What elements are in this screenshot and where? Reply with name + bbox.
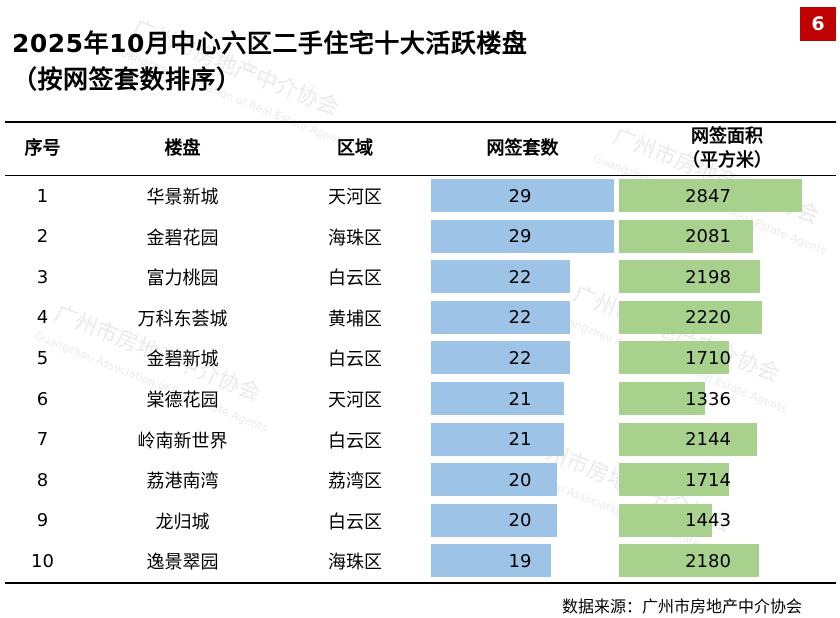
cell-area: 2180 (685, 550, 731, 572)
cell-count: 22 (508, 307, 532, 329)
data-source: 数据来源：广州市房地产中介协会 (561, 597, 802, 616)
cell-area: 2198 (685, 266, 731, 288)
cell-area: 1443 (685, 510, 731, 532)
header-area: 网签面积 （平方米） (618, 124, 836, 174)
cell-rank: 5 (36, 347, 49, 369)
title-line-2: （按网签套数排序） (12, 65, 242, 94)
cell-rank: 8 (36, 469, 49, 491)
cell-district: 白云区 (328, 349, 382, 371)
area-bar (619, 260, 761, 294)
table-header-rule (5, 175, 836, 176)
cell-name: 富力桃园 (146, 268, 219, 290)
cell-rank: 1 (36, 185, 49, 207)
area-bar (619, 503, 712, 537)
cell-district: 白云区 (328, 430, 382, 452)
cell-count: 22 (508, 347, 532, 369)
cell-count: 29 (508, 226, 532, 248)
cell-district: 海珠区 (328, 552, 382, 574)
count-bar (431, 179, 614, 212)
cell-name: 岭南新世界 (137, 430, 228, 452)
cell-count: 22 (508, 266, 532, 288)
area-bar (619, 422, 757, 456)
cell-district: 天河区 (328, 187, 382, 208)
cell-count: 20 (508, 469, 532, 491)
page-number-badge: 6 (800, 7, 836, 41)
count-bar (431, 544, 551, 578)
cell-district: 白云区 (328, 268, 382, 290)
chart-title: 2025年10月中心六区二手住宅十大活跃楼盘 （按网签套数排序） (12, 26, 527, 98)
cell-area: 2144 (685, 429, 731, 451)
cell-count: 20 (508, 510, 532, 532)
cell-count: 21 (508, 429, 532, 451)
cell-area: 2847 (685, 185, 731, 207)
count-bar (431, 260, 570, 294)
cell-name: 棠德花园 (146, 390, 219, 411)
cell-count: 21 (508, 388, 532, 410)
table-bottom-rule (5, 582, 836, 584)
cell-rank: 2 (36, 226, 49, 248)
cell-count: 19 (508, 550, 532, 572)
cell-rank: 4 (36, 307, 49, 329)
count-bar (431, 382, 564, 415)
cell-district: 天河区 (328, 390, 382, 411)
count-bar (431, 503, 558, 537)
cell-rank: 7 (36, 429, 49, 451)
header-name: 楼盘 (164, 138, 201, 159)
cell-area: 1336 (685, 388, 731, 410)
header-area-line-1: 网签面积 (691, 126, 763, 147)
area-bar (619, 219, 753, 253)
cell-count: 29 (508, 185, 532, 207)
header-district: 区域 (337, 138, 373, 159)
cell-name: 荔港南湾 (146, 471, 219, 493)
cell-area: 2220 (685, 307, 731, 329)
cell-district: 海珠区 (328, 227, 382, 249)
cell-district: 黄埔区 (328, 308, 382, 330)
count-bar (431, 341, 570, 375)
cell-district: 白云区 (328, 511, 382, 533)
count-bar (431, 463, 558, 497)
area-bar (619, 382, 705, 415)
cell-area: 2081 (685, 226, 731, 248)
header-rank: 序号 (24, 138, 61, 159)
cell-area: 1714 (685, 469, 731, 491)
cell-area: 1710 (685, 347, 731, 369)
cell-name: 龙归城 (155, 511, 210, 533)
cell-district: 荔湾区 (328, 471, 382, 493)
area-bar (619, 179, 802, 212)
cell-name: 金碧花园 (146, 227, 219, 249)
cell-name: 万科东荟城 (137, 308, 228, 330)
cell-name: 华景新城 (146, 187, 219, 208)
cell-name: 金碧新城 (146, 349, 219, 371)
table-top-rule (5, 121, 836, 123)
area-bar (619, 463, 730, 497)
area-bar (619, 341, 729, 375)
count-bar (431, 422, 564, 456)
cell-rank: 9 (36, 510, 49, 532)
header-count: 网签套数 (486, 138, 559, 159)
area-bar (619, 544, 760, 578)
cell-rank: 10 (31, 550, 54, 572)
count-bar (431, 300, 570, 334)
count-bar (431, 219, 614, 253)
cell-rank: 6 (36, 388, 49, 410)
cell-name: 逸景翠园 (146, 552, 219, 574)
title-line-1: 2025年10月中心六区二手住宅十大活跃楼盘 (12, 29, 528, 58)
header-area-line-2: （平方米） (682, 150, 772, 171)
cell-rank: 3 (36, 266, 49, 288)
area-bar (619, 300, 762, 334)
